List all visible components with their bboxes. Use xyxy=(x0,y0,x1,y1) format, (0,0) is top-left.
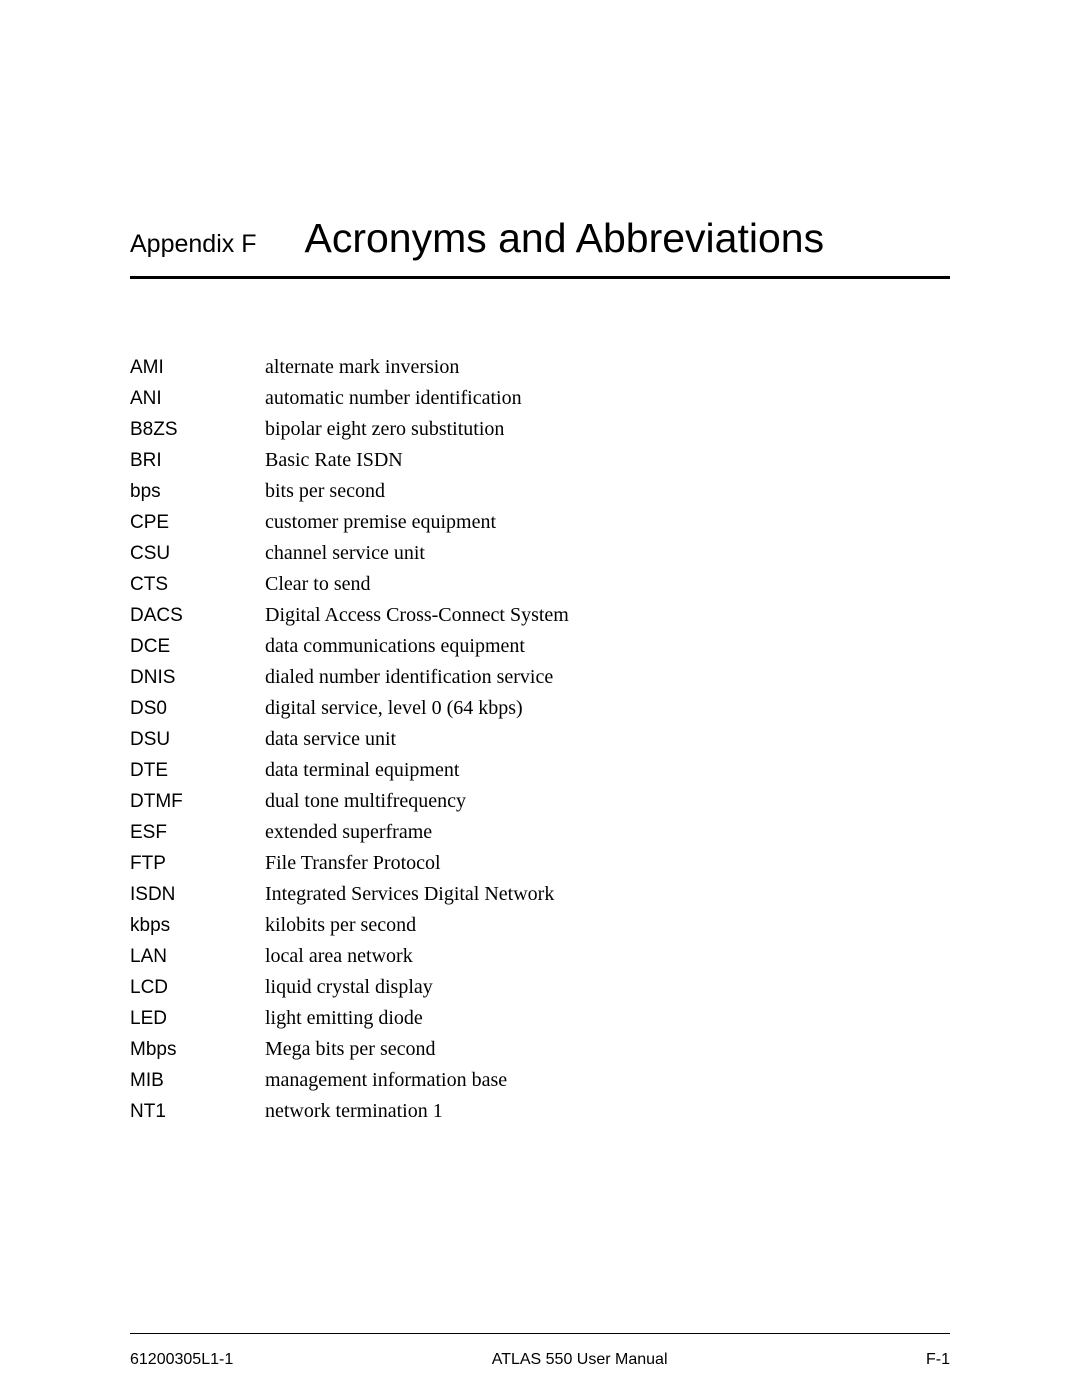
acronym-term: LAN xyxy=(130,947,265,966)
acronym-term: kbps xyxy=(130,916,265,935)
acronym-row: DACSDigital Access Cross-Connect System xyxy=(130,605,950,625)
acronym-term: LCD xyxy=(130,978,265,997)
acronym-row: DCEdata communications equipment xyxy=(130,636,950,656)
acronym-row: CSUchannel service unit xyxy=(130,543,950,563)
acronym-row: BRIBasic Rate ISDN xyxy=(130,450,950,470)
acronym-term: DSU xyxy=(130,730,265,749)
acronym-term: MIB xyxy=(130,1071,265,1090)
title-rule xyxy=(130,276,950,279)
acronym-definition: liquid crystal display xyxy=(265,977,433,997)
acronym-row: DSUdata service unit xyxy=(130,729,950,749)
acronym-row: LEDlight emitting diode xyxy=(130,1008,950,1028)
acronym-row: CTSClear to send xyxy=(130,574,950,594)
acronym-term: LED xyxy=(130,1009,265,1028)
footer-rule xyxy=(130,1333,950,1334)
acronym-row: DTMFdual tone multifrequency xyxy=(130,791,950,811)
acronym-row: DTEdata terminal equipment xyxy=(130,760,950,780)
acronym-definition: bipolar eight zero substitution xyxy=(265,419,504,439)
acronym-term: DNIS xyxy=(130,668,265,687)
acronym-definition: kilobits per second xyxy=(265,915,416,935)
acronym-row: FTPFile Transfer Protocol xyxy=(130,853,950,873)
page-title: Acronyms and Abbreviations xyxy=(304,215,824,262)
page-header: Appendix F Acronyms and Abbreviations xyxy=(130,0,950,279)
acronym-definition: Integrated Services Digital Network xyxy=(265,884,554,904)
acronym-row: AMIalternate mark inversion xyxy=(130,357,950,377)
acronym-definition: local area network xyxy=(265,946,413,966)
acronym-row: ESFextended superframe xyxy=(130,822,950,842)
acronym-definition: dual tone multifrequency xyxy=(265,791,466,811)
acronym-term: DTMF xyxy=(130,792,265,811)
acronym-term: DS0 xyxy=(130,699,265,718)
acronym-row: MIBmanagement information base xyxy=(130,1070,950,1090)
acronym-definition: Mega bits per second xyxy=(265,1039,436,1059)
acronym-term: BRI xyxy=(130,451,265,470)
acronym-term: CTS xyxy=(130,575,265,594)
acronym-row: ANIautomatic number identification xyxy=(130,388,950,408)
acronym-definition: management information base xyxy=(265,1070,507,1090)
acronym-row: kbpskilobits per second xyxy=(130,915,950,935)
acronym-term: FTP xyxy=(130,854,265,873)
acronym-term: B8ZS xyxy=(130,420,265,439)
acronym-term: bps xyxy=(130,482,265,501)
acronym-term: ANI xyxy=(130,389,265,408)
page-footer: 61200305L1-1 ATLAS 550 User Manual F-1 xyxy=(130,1351,950,1369)
acronym-definition: dialed number identification service xyxy=(265,667,553,687)
acronym-definition: data communications equipment xyxy=(265,636,525,656)
acronym-term: DCE xyxy=(130,637,265,656)
acronym-row: LCDliquid crystal display xyxy=(130,977,950,997)
footer-left: 61200305L1-1 xyxy=(130,1351,233,1369)
acronym-row: LANlocal area network xyxy=(130,946,950,966)
acronym-term: DTE xyxy=(130,761,265,780)
acronym-row: DS0digital service, level 0 (64 kbps) xyxy=(130,698,950,718)
appendix-label: Appendix F xyxy=(130,230,256,259)
footer-center: ATLAS 550 User Manual xyxy=(492,1351,668,1369)
page: Appendix F Acronyms and Abbreviations AM… xyxy=(130,0,950,1397)
acronym-row: ISDNIntegrated Services Digital Network xyxy=(130,884,950,904)
acronym-term: DACS xyxy=(130,606,265,625)
acronym-table: AMIalternate mark inversionANIautomatic … xyxy=(130,357,950,1121)
acronym-definition: Basic Rate ISDN xyxy=(265,450,403,470)
acronym-definition: Clear to send xyxy=(265,574,371,594)
acronym-term: AMI xyxy=(130,358,265,377)
acronym-term: ESF xyxy=(130,823,265,842)
acronym-definition: alternate mark inversion xyxy=(265,357,459,377)
acronym-term: NT1 xyxy=(130,1102,265,1121)
acronym-definition: bits per second xyxy=(265,481,385,501)
acronym-term: CPE xyxy=(130,513,265,532)
acronym-row: bpsbits per second xyxy=(130,481,950,501)
acronym-definition: Digital Access Cross-Connect System xyxy=(265,605,569,625)
acronym-term: CSU xyxy=(130,544,265,563)
acronym-row: DNISdialed number identification service xyxy=(130,667,950,687)
acronym-row: NT1network termination 1 xyxy=(130,1101,950,1121)
acronym-definition: customer premise equipment xyxy=(265,512,496,532)
acronym-term: ISDN xyxy=(130,885,265,904)
acronym-definition: automatic number identification xyxy=(265,388,522,408)
acronym-definition: light emitting diode xyxy=(265,1008,423,1028)
acronym-definition: channel service unit xyxy=(265,543,425,563)
acronym-definition: digital service, level 0 (64 kbps) xyxy=(265,698,523,718)
acronym-definition: extended superframe xyxy=(265,822,432,842)
acronym-row: B8ZSbipolar eight zero substitution xyxy=(130,419,950,439)
acronym-row: MbpsMega bits per second xyxy=(130,1039,950,1059)
acronym-definition: File Transfer Protocol xyxy=(265,853,441,873)
acronym-definition: network termination 1 xyxy=(265,1101,443,1121)
acronym-definition: data terminal equipment xyxy=(265,760,459,780)
acronym-term: Mbps xyxy=(130,1040,265,1059)
acronym-definition: data service unit xyxy=(265,729,396,749)
footer-right: F-1 xyxy=(926,1351,950,1369)
acronym-row: CPEcustomer premise equipment xyxy=(130,512,950,532)
